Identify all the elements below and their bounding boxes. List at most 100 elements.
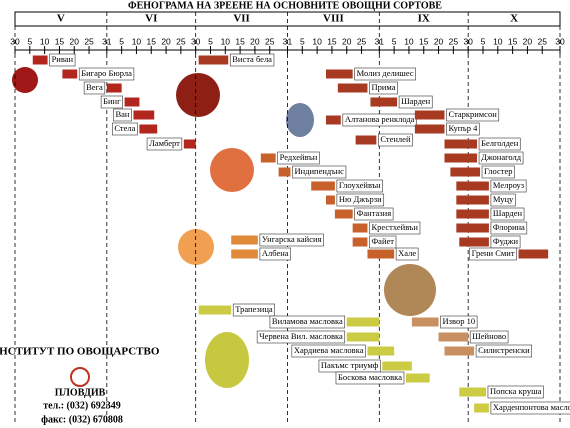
x-tick-label: 15 [508, 36, 518, 46]
range-bar [198, 305, 232, 315]
variety-name: Файет [371, 236, 394, 246]
label-box [354, 67, 416, 81]
institute-city: ПЛОВДИВ [55, 387, 106, 398]
fruit-images [12, 67, 436, 388]
range-bar [355, 135, 377, 145]
variety-label: Флорина [490, 221, 528, 235]
x-tick-label: 20 [250, 36, 260, 46]
variety-name: Виламова масловка [272, 316, 343, 326]
label-box [100, 95, 123, 109]
label-box [292, 165, 347, 179]
range-bar [414, 110, 445, 120]
variety-name: Купър 4 [448, 123, 478, 133]
variety-label: Трапезица [232, 303, 275, 317]
range-bar [62, 69, 78, 79]
range-bar [382, 361, 412, 371]
label-box [146, 137, 183, 151]
variety-name: Джонаголд [481, 152, 522, 162]
x-tick-label: 5 [481, 36, 486, 46]
label-box [232, 303, 275, 317]
label-box [269, 315, 346, 329]
variety-label: Алтанова ренклода [342, 113, 417, 127]
variety-name: Крестхейвън [371, 222, 418, 232]
variety-label: Бинг [100, 95, 123, 109]
x-tick-label: 25 [537, 36, 547, 46]
variety-name: Извор 10 [443, 316, 476, 326]
variety-name: Глостер [484, 166, 513, 176]
range-bar [444, 153, 478, 163]
variety-label: Риван [49, 53, 76, 67]
range-bar [414, 124, 445, 134]
x-tick-label: 15 [327, 36, 337, 46]
variety-name: Шейново [472, 331, 506, 341]
variety-label: Ламберт [146, 137, 183, 151]
variety-name: Попска круша [490, 386, 542, 396]
range-bar [456, 181, 489, 191]
variety-label: Молиз делишес [354, 67, 416, 81]
range-bar [438, 332, 469, 342]
variety-label: Прима [369, 81, 398, 95]
label-box [440, 315, 478, 329]
variety-label: Старкримсон [446, 108, 500, 122]
x-tick-label: 20 [70, 36, 80, 46]
variety-name: Риван [52, 54, 74, 64]
variety-label: Фуджи [490, 235, 521, 249]
range-bar [474, 403, 489, 413]
variety-label: Крестхейвън [369, 221, 421, 235]
variety-name: Трапезица [235, 304, 273, 314]
variety-name: Хардиева масловка [294, 345, 364, 355]
variety-name: Старкримсон [448, 109, 497, 119]
range-bar [133, 110, 155, 120]
label-box [490, 179, 527, 193]
x-tick-label: 5 [208, 36, 213, 46]
variety-name: Прима [371, 82, 395, 92]
x-tick-label: 5 [27, 36, 32, 46]
label-box [256, 330, 346, 344]
variety-name: Виста бела [232, 54, 272, 64]
variety-label: Шарден [490, 207, 525, 221]
label-box [481, 165, 515, 179]
variety-label: Силистренски [475, 344, 533, 358]
label-box [446, 108, 500, 122]
variety-label: Албена [259, 247, 291, 261]
x-tick-label: 5 [392, 36, 397, 46]
label-box [259, 233, 324, 247]
variety-name: Алтанова ренклода [345, 114, 415, 124]
range-bar [278, 167, 291, 177]
range-bar [456, 223, 489, 233]
range-bar [518, 249, 549, 259]
label-box [369, 221, 421, 235]
range-bar [32, 55, 48, 65]
variety-name: Ню Джързи [339, 194, 382, 204]
label-box [259, 247, 291, 261]
range-bar [326, 69, 353, 79]
month-label: VI [145, 13, 157, 25]
variety-label: Шейново [469, 330, 509, 344]
variety-label: Фантазия [354, 207, 394, 221]
institute-name: ИНСТИТУТ ПО ОВОЩАРСТВО [0, 346, 160, 358]
x-tick-label: 20 [434, 36, 444, 46]
x-tick-label: 5 [119, 36, 124, 46]
range-bar [450, 167, 481, 177]
label-box [490, 221, 528, 235]
variety-label: Стенлей [378, 133, 413, 147]
label-box [469, 247, 517, 261]
x-tick-label: 10 [132, 36, 142, 46]
variety-name: Глоухейвън [339, 180, 381, 190]
range-bar [311, 181, 335, 191]
range-bar [444, 139, 478, 149]
variety-label: Редхейвън [277, 151, 320, 165]
range-bar [326, 195, 335, 205]
variety-name: Червена Вил. масловка [259, 331, 343, 341]
variety-name: Бигаро Бюрла [81, 68, 132, 78]
range-bar [367, 346, 395, 356]
variety-label: Грени Смит [469, 247, 517, 261]
variety-label: Мелроуз [490, 179, 527, 193]
label-box [291, 344, 366, 358]
x-tick-label: 20 [161, 36, 171, 46]
variety-name: Мелроуз [493, 180, 525, 190]
variety-label: Извор 10 [440, 315, 478, 329]
label-box [446, 122, 480, 136]
variety-name: Боскова масловка [338, 372, 402, 382]
variety-label: Файет [369, 235, 397, 249]
